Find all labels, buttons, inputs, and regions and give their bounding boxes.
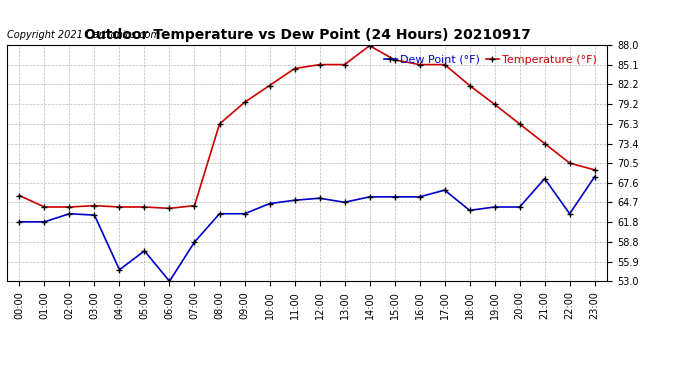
Dew Point (°F) [515,205,524,209]
Temperature (°F) [591,168,599,172]
Dew Point (°F) [540,176,549,181]
Temperature (°F) [90,203,99,208]
Dew Point (°F) [215,211,224,216]
Dew Point (°F) [66,211,74,216]
Temperature (°F) [466,83,474,88]
Dew Point (°F) [315,196,324,201]
Dew Point (°F) [566,211,574,216]
Dew Point (°F) [591,174,599,179]
Dew Point (°F) [440,188,449,192]
Dew Point (°F) [290,198,299,202]
Dew Point (°F) [391,195,399,199]
Temperature (°F) [15,193,23,198]
Temperature (°F) [340,62,348,67]
Dew Point (°F) [190,240,199,244]
Temperature (°F) [40,205,48,209]
Temperature (°F) [540,141,549,146]
Temperature (°F) [566,161,574,165]
Dew Point (°F) [366,195,374,199]
Dew Point (°F) [266,201,274,206]
Dew Point (°F) [466,208,474,213]
Legend: Dew Point (°F), Temperature (°F): Dew Point (°F), Temperature (°F) [379,51,602,69]
Temperature (°F) [391,58,399,62]
Dew Point (°F) [140,249,148,253]
Dew Point (°F) [340,200,348,204]
Temperature (°F) [515,122,524,126]
Temperature (°F) [240,100,248,105]
Line: Dew Point (°F): Dew Point (°F) [16,173,598,285]
Dew Point (°F) [491,205,499,209]
Dew Point (°F) [90,213,99,217]
Dew Point (°F) [240,211,248,216]
Temperature (°F) [491,102,499,106]
Temperature (°F) [440,62,449,67]
Temperature (°F) [166,206,174,211]
Temperature (°F) [140,205,148,209]
Dew Point (°F) [15,220,23,224]
Temperature (°F) [115,205,124,209]
Temperature (°F) [266,83,274,88]
Dew Point (°F) [115,267,124,272]
Temperature (°F) [290,66,299,71]
Temperature (°F) [215,122,224,126]
Title: Outdoor Temperature vs Dew Point (24 Hours) 20210917: Outdoor Temperature vs Dew Point (24 Hou… [83,28,531,42]
Temperature (°F) [190,203,199,208]
Temperature (°F) [415,62,424,67]
Line: Temperature (°F): Temperature (°F) [16,42,598,212]
Temperature (°F) [66,205,74,209]
Dew Point (°F) [415,195,424,199]
Dew Point (°F) [40,220,48,224]
Temperature (°F) [366,44,374,48]
Dew Point (°F) [166,279,174,284]
Text: Copyright 2021 Cartronics.com: Copyright 2021 Cartronics.com [7,30,160,40]
Temperature (°F) [315,62,324,67]
